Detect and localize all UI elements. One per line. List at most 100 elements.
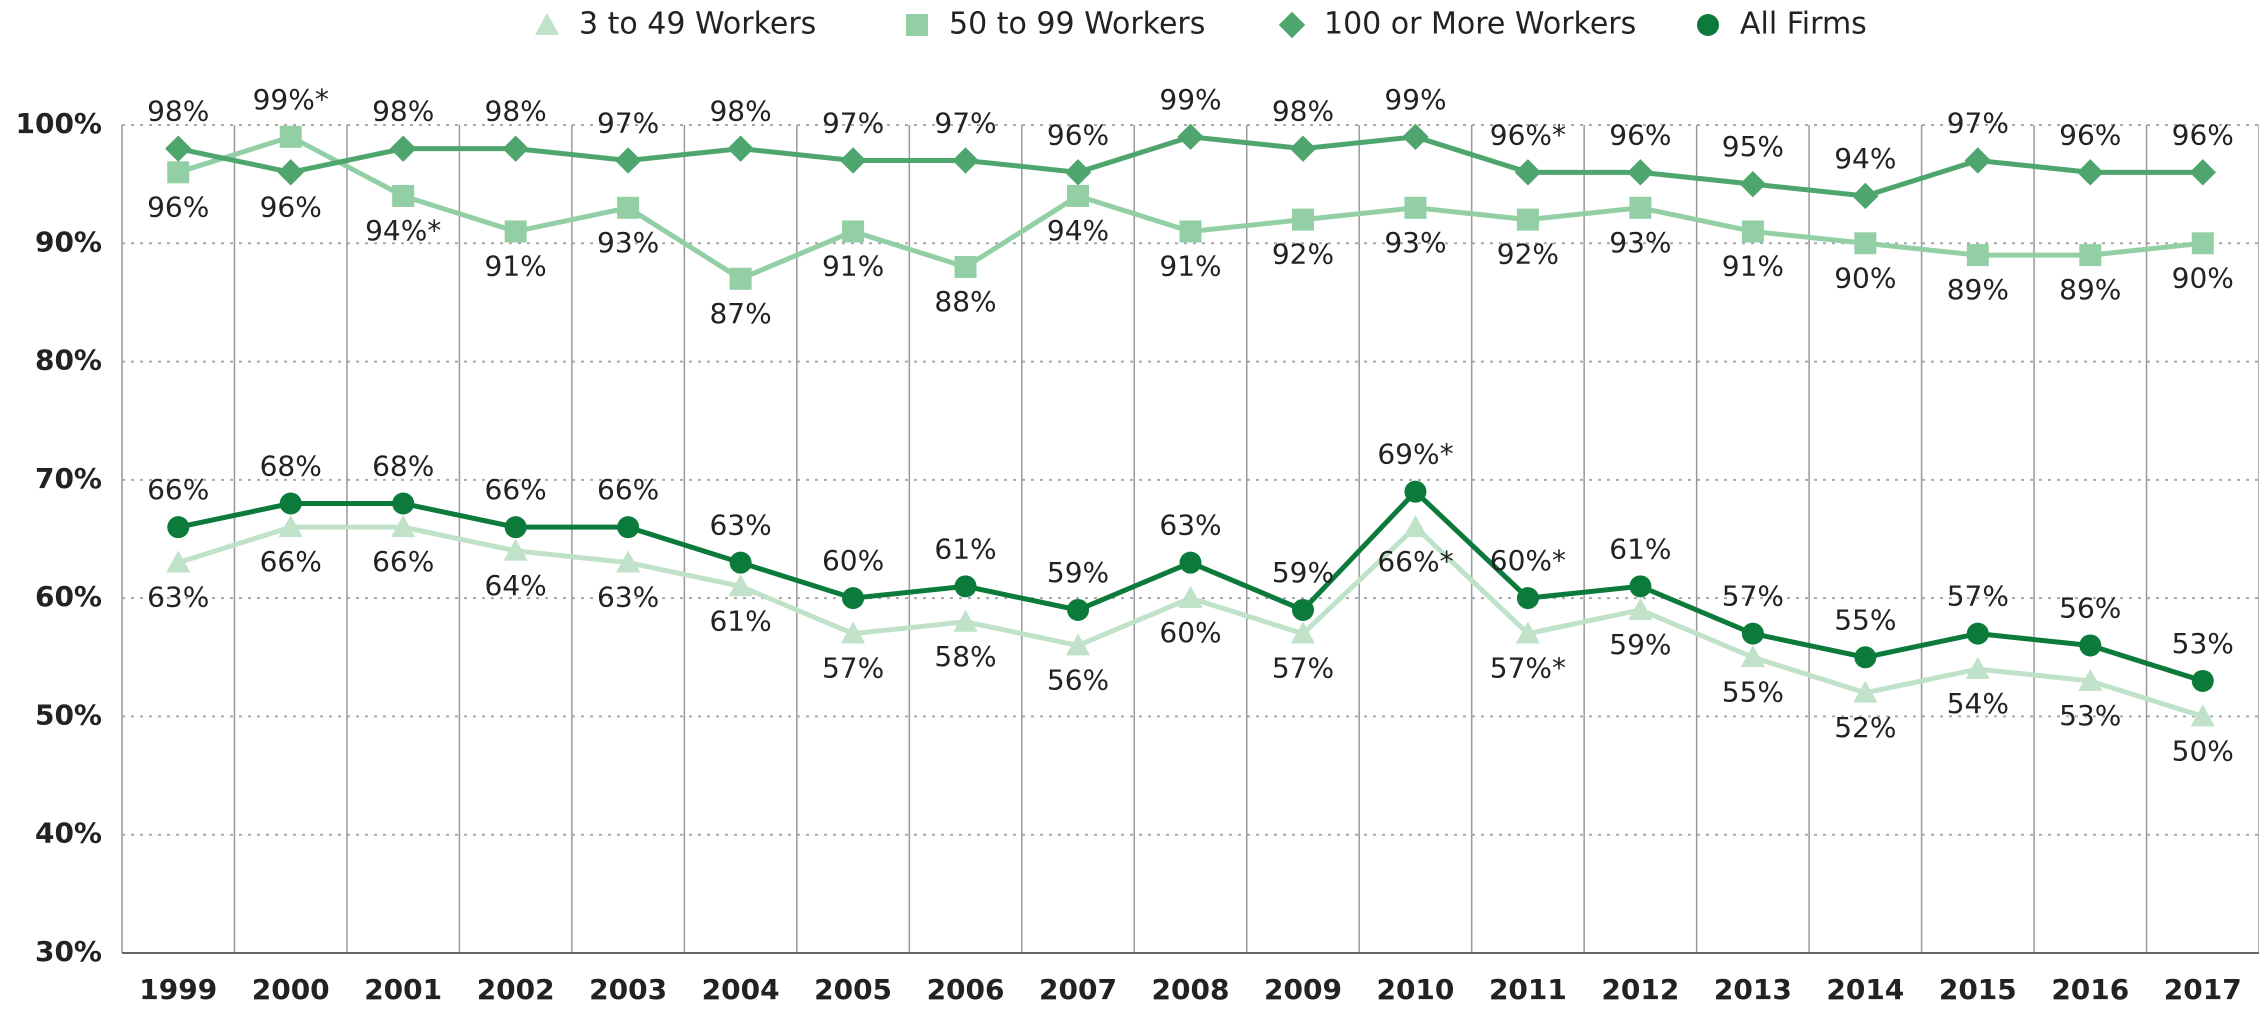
data-label: 99% <box>1159 83 1221 116</box>
data-label: 98% <box>1272 95 1334 128</box>
y-tick-label: 90% <box>35 225 102 258</box>
data-label: 99%* <box>253 83 329 116</box>
point <box>278 515 303 538</box>
data-label: 66% <box>485 473 547 506</box>
point <box>2190 704 2215 727</box>
x-tick-label: 2015 <box>1939 973 2017 1006</box>
data-label: 91% <box>485 249 547 282</box>
data-label: 96% <box>2172 118 2234 151</box>
data-label: 57% <box>1272 652 1334 685</box>
legend-label: 50 to 99 Workers <box>949 7 1205 42</box>
x-tick-label: 2005 <box>814 973 892 1006</box>
x-tick-label: 2003 <box>589 973 667 1006</box>
point <box>1852 182 1879 210</box>
data-label: 61% <box>934 532 996 565</box>
point <box>1966 622 1989 645</box>
data-label: 64% <box>485 569 547 602</box>
point <box>1515 621 1541 644</box>
point <box>2079 244 2102 267</box>
data-label: 61% <box>709 604 771 637</box>
data-label: 90% <box>2172 261 2234 294</box>
point <box>1740 645 1765 668</box>
point <box>617 196 640 219</box>
data-label: 90% <box>1834 261 1896 294</box>
point <box>502 135 529 162</box>
point <box>2078 668 2103 691</box>
data-label: 93% <box>1384 226 1446 259</box>
point <box>2079 634 2102 657</box>
point <box>167 516 190 539</box>
point <box>842 587 865 610</box>
data-label: 94%* <box>365 214 441 247</box>
point <box>840 621 866 644</box>
x-tick-label: 2006 <box>927 973 1005 1006</box>
point <box>2191 669 2214 692</box>
point <box>1291 208 1314 231</box>
data-label: 63% <box>147 581 209 614</box>
point <box>1291 598 1314 621</box>
point <box>1854 646 1877 669</box>
point <box>1278 11 1306 39</box>
point <box>1404 196 1427 219</box>
point <box>1628 597 1653 620</box>
x-tick-label: 2014 <box>1826 973 1904 1006</box>
point <box>279 492 302 515</box>
x-tick-label: 2007 <box>1039 973 1117 1006</box>
point <box>167 161 190 184</box>
data-label: 97% <box>597 106 659 139</box>
data-label: 89% <box>2059 273 2121 306</box>
point <box>1629 575 1652 598</box>
data-label: 68% <box>372 450 434 483</box>
data-label: 93% <box>1609 226 1671 259</box>
data-label: 96% <box>147 190 209 223</box>
point <box>2077 159 2104 186</box>
data-label: 92% <box>1272 238 1334 271</box>
y-tick-label: 30% <box>35 935 102 968</box>
point <box>277 159 304 186</box>
point <box>1289 135 1317 162</box>
point <box>504 516 527 539</box>
point <box>729 267 752 290</box>
point <box>616 550 641 573</box>
x-tick-label: 2001 <box>364 973 442 1006</box>
data-label: 61% <box>1609 532 1671 565</box>
data-label: 54% <box>1947 687 2009 720</box>
data-label: 57%* <box>1490 652 1566 685</box>
data-label: 96% <box>1609 118 1671 151</box>
data-label: 94% <box>1834 142 1896 175</box>
point <box>953 609 978 632</box>
data-label: 89% <box>1947 273 2009 306</box>
data-label: 60% <box>1159 616 1221 649</box>
data-label: 88% <box>934 285 996 318</box>
x-tick-label: 2004 <box>702 973 780 1006</box>
y-tick-label: 40% <box>35 817 102 850</box>
point <box>1516 208 1539 231</box>
point <box>617 516 640 539</box>
x-tick-label: 2013 <box>1714 973 1792 1006</box>
point <box>1741 622 1764 645</box>
point <box>1402 123 1429 151</box>
point <box>2191 232 2214 255</box>
data-label: 98% <box>147 95 209 128</box>
data-label: 66% <box>372 545 434 578</box>
data-label: 92% <box>1497 238 1559 271</box>
data-label: 96% <box>1047 118 1109 151</box>
data-label: 91% <box>822 249 884 282</box>
point <box>729 551 752 574</box>
x-tick-label: 2012 <box>1601 973 1679 1006</box>
point <box>1853 680 1878 703</box>
data-label: 68% <box>260 450 322 483</box>
data-label: 60%* <box>1490 544 1566 577</box>
point <box>1627 159 1654 186</box>
data-label: 97% <box>822 106 884 139</box>
point <box>1854 232 1877 255</box>
point <box>1629 196 1652 219</box>
data-label: 69%* <box>1377 438 1453 471</box>
data-label: 96%* <box>1490 118 1566 151</box>
data-label: 93% <box>597 226 659 259</box>
point <box>1516 587 1539 610</box>
point <box>906 14 928 36</box>
x-tick-label: 2000 <box>252 973 330 1006</box>
data-label: 53% <box>2059 699 2121 732</box>
